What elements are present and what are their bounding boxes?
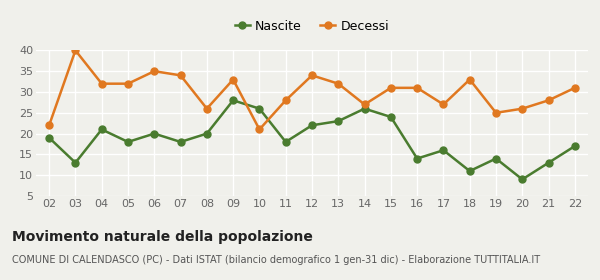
Decessi	[518, 107, 526, 110]
Nascite	[387, 115, 394, 119]
Nascite	[413, 157, 421, 160]
Nascite	[151, 132, 158, 135]
Nascite	[177, 140, 184, 144]
Nascite	[440, 149, 447, 152]
Nascite	[230, 99, 237, 102]
Decessi	[361, 103, 368, 106]
Decessi	[413, 86, 421, 90]
Decessi	[282, 99, 289, 102]
Nascite	[308, 123, 316, 127]
Nascite	[256, 107, 263, 110]
Nascite	[571, 144, 578, 148]
Decessi	[98, 82, 106, 85]
Decessi	[466, 78, 473, 81]
Nascite	[545, 161, 552, 164]
Decessi	[124, 82, 131, 85]
Line: Nascite: Nascite	[46, 97, 578, 183]
Decessi	[46, 123, 53, 127]
Nascite	[124, 140, 131, 144]
Decessi	[308, 74, 316, 77]
Nascite	[46, 136, 53, 139]
Decessi	[440, 103, 447, 106]
Nascite	[466, 169, 473, 173]
Legend: Nascite, Decessi: Nascite, Decessi	[230, 15, 394, 38]
Decessi	[72, 49, 79, 52]
Text: Movimento naturale della popolazione: Movimento naturale della popolazione	[12, 230, 313, 244]
Nascite	[335, 120, 342, 123]
Nascite	[493, 157, 500, 160]
Nascite	[203, 132, 211, 135]
Decessi	[203, 107, 211, 110]
Nascite	[361, 107, 368, 110]
Nascite	[518, 178, 526, 181]
Decessi	[230, 78, 237, 81]
Decessi	[256, 128, 263, 131]
Nascite	[282, 140, 289, 144]
Decessi	[177, 74, 184, 77]
Decessi	[545, 99, 552, 102]
Decessi	[493, 111, 500, 115]
Decessi	[335, 82, 342, 85]
Nascite	[72, 161, 79, 164]
Line: Decessi: Decessi	[46, 47, 578, 133]
Nascite	[98, 128, 106, 131]
Decessi	[571, 86, 578, 90]
Text: COMUNE DI CALENDASCO (PC) - Dati ISTAT (bilancio demografico 1 gen-31 dic) - Ela: COMUNE DI CALENDASCO (PC) - Dati ISTAT (…	[12, 255, 540, 265]
Decessi	[387, 86, 394, 90]
Decessi	[151, 69, 158, 73]
